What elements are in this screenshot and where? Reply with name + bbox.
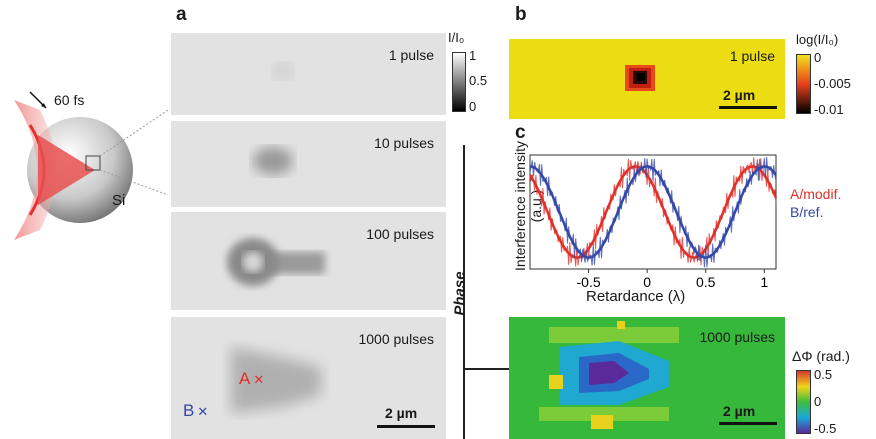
material-label: Si (112, 192, 126, 209)
scalebar (377, 425, 435, 428)
scalebar-label: 2 µm (385, 405, 418, 421)
scalebar-label: 2 µm (723, 87, 756, 103)
colorbar-a-tick: 0.5 (469, 73, 488, 88)
phase-bracket-tick (463, 368, 511, 370)
phase-bracket (463, 145, 465, 439)
x-tick-label: 0 (643, 274, 651, 290)
tile-image (253, 147, 293, 175)
colorbar-a-tick: 0 (469, 99, 477, 114)
zoom-line-top (99, 109, 169, 157)
tile-10-pulses: 10 pulses (171, 121, 446, 207)
colorbar-a (452, 52, 466, 112)
colorbar-b (796, 54, 811, 114)
panel-label-a: a (176, 4, 187, 25)
legend-series-b: B/ref. (790, 204, 824, 220)
phase-label: Phase (451, 271, 469, 316)
colorbar-b-tick: -0.01 (814, 102, 844, 117)
colorbar-a-title: I/I₀ (448, 30, 465, 45)
arrow-head-icon (41, 103, 46, 108)
focus-cone (38, 135, 95, 205)
phase-map: 1000 pulses 2 µm (509, 317, 785, 439)
phase-map-image (509, 317, 785, 439)
tile-image (231, 347, 321, 413)
scalebar (719, 106, 777, 109)
x-tick-label: 1 (760, 274, 768, 290)
laser-schematic: 60 fs Si (0, 30, 170, 260)
tile-1-pulse: 1 pulse (171, 33, 446, 115)
colorbar-c-tick: -0.5 (814, 421, 837, 436)
tile-100-pulses: 100 pulses (171, 212, 446, 310)
legend-series-a: A/modif. (790, 186, 842, 202)
colorbar-b-tick: -0.005 (814, 76, 851, 91)
tile-image (227, 238, 325, 286)
zoom-line-bottom (99, 169, 169, 196)
colorbar-c-title: ΔΦ (rad.) (792, 348, 850, 364)
tile-label: 10 pulses (374, 135, 434, 151)
colorbar-b-tick: 0 (814, 50, 822, 65)
marker-A: A ✕ (239, 369, 265, 388)
marker-B: B ✕ (183, 401, 209, 420)
series-fit-b (529, 165, 777, 259)
panel-b-label: 1 pulse (729, 48, 775, 64)
x-tick-label: -0.5 (577, 274, 601, 290)
scalebar (719, 422, 777, 425)
cross-icon: ✕ (253, 372, 265, 387)
colorbar-c-tick: 0 (814, 394, 822, 409)
panel-label-b: b (515, 4, 527, 25)
x-tick-label: 0.5 (696, 274, 716, 290)
schematic-graphic (14, 91, 169, 240)
colorbar-c-tick: 0.5 (814, 367, 833, 382)
tile-image (273, 63, 293, 79)
chart-xlabel: Retardance (λ) (586, 288, 686, 305)
pulse-duration-label: 60 fs (54, 92, 85, 108)
colorbar-c (796, 370, 811, 434)
zoom-box (85, 155, 101, 171)
cross-icon: ✕ (197, 404, 209, 419)
phase-map-label: 1000 pulses (699, 329, 775, 345)
laser-beam (14, 100, 56, 240)
interference-chart: -0.5 0 0.5 1 (528, 154, 778, 290)
series-fit-a (528, 165, 778, 259)
colorbar-a-tick: 1 (469, 48, 477, 63)
tile-1000-pulses: 1000 pulses A ✕ B ✕ 2 µm (171, 317, 446, 439)
tile-label: 100 pulses (366, 226, 434, 242)
tile-label: 1000 pulses (358, 331, 434, 347)
series-raw-a (529, 157, 777, 267)
tile-label: 1 pulse (388, 47, 434, 63)
panel-b-map: 1 pulse 2 µm (509, 39, 785, 119)
colorbar-b-title: log(I/I₀) (796, 32, 839, 47)
plot-frame (529, 154, 777, 270)
panel-b-image (625, 65, 655, 91)
scalebar-label: 2 µm (723, 403, 756, 419)
panel-label-c: c (515, 122, 526, 143)
